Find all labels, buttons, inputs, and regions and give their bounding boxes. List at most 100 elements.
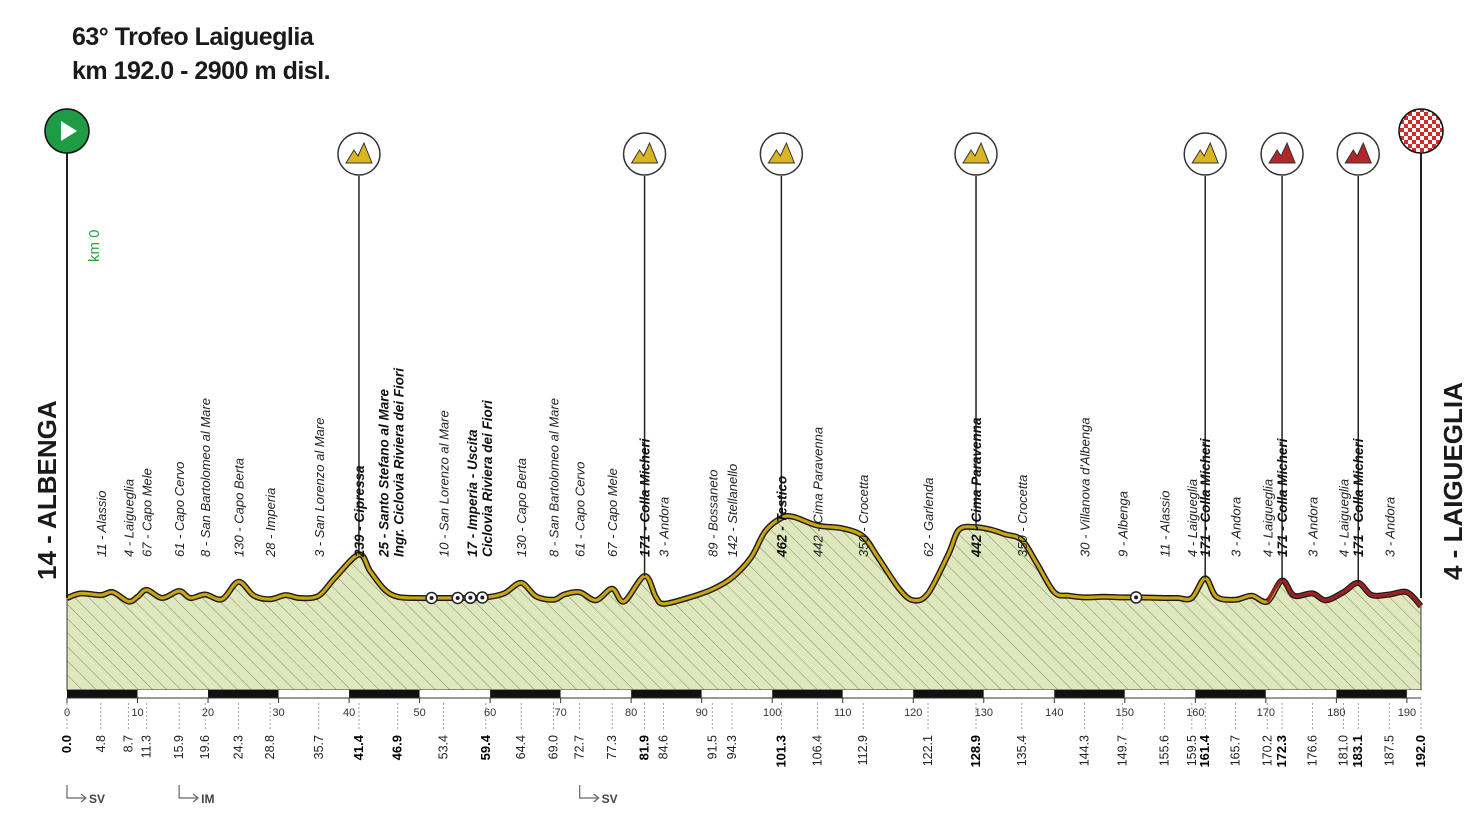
km-scale-segment xyxy=(419,690,491,698)
km-scale-segment xyxy=(701,690,773,698)
title-block: 63° Trofeo Laigueglia km 192.0 - 2900 m … xyxy=(72,20,331,88)
km-label: 181.0 xyxy=(1336,735,1350,766)
waypoint-name: 3 - Andora xyxy=(1229,497,1244,557)
waypoint-name: 25 - Santo Stefano al Mare xyxy=(377,388,392,558)
km-label: 19.6 xyxy=(198,735,212,759)
waypoint-name: 61 - Capo Cervo xyxy=(172,462,187,557)
km-tick-label: 170 xyxy=(1257,707,1275,719)
km0-label: km 0 xyxy=(86,229,103,262)
waypoint-name: 442 - Cima Paravenna xyxy=(969,417,984,558)
profile-line-final-circuit xyxy=(1265,579,1423,608)
mountain-icon xyxy=(345,141,373,164)
km-label: 69.0 xyxy=(547,735,561,759)
km-label: 77.3 xyxy=(605,735,619,759)
km-tick-label: 120 xyxy=(904,707,922,719)
km-label: 155.6 xyxy=(1157,735,1171,766)
km-label: 187.5 xyxy=(1382,735,1396,766)
waypoint-name: 130 - Capo Berta xyxy=(231,458,246,557)
waypoint-name: 8 - San Bartolomeo al Mare xyxy=(547,398,562,557)
waypoint-name: 11 - Alassio xyxy=(1157,491,1172,557)
waypoint-name-2: Ciclovia Riviera dei Fiori xyxy=(480,400,495,557)
km-scale-segment xyxy=(560,690,632,698)
km-tick-label: 90 xyxy=(696,707,708,719)
exit-arrow-head xyxy=(80,793,87,803)
km-label: 46.9 xyxy=(390,735,405,760)
km-scale-segment xyxy=(490,690,561,698)
km-tick-label: 50 xyxy=(413,707,425,719)
mountain-icon xyxy=(630,141,659,164)
exit-label: IM xyxy=(201,792,214,806)
km-label: 94.3 xyxy=(725,735,739,759)
km-tick-label: 70 xyxy=(555,707,567,719)
km-scale-segment xyxy=(842,690,914,698)
km-scale-segment xyxy=(208,690,279,698)
km-scale-segment xyxy=(349,690,420,698)
km-label: 176.6 xyxy=(1305,735,1319,766)
km-tick-label: 20 xyxy=(202,707,214,719)
km-scale-segment xyxy=(983,690,1055,698)
mountain-icon xyxy=(1268,141,1296,164)
km-label: 41.4 xyxy=(351,734,366,760)
km-scale-segment xyxy=(1124,690,1196,698)
km-tick-label: 140 xyxy=(1045,707,1063,719)
profile-line xyxy=(66,514,1423,608)
waypoint-name-2: Ingr. Ciclovia Riviera dei Fiori xyxy=(392,368,407,557)
waypoint-name: 61 - Capo Cervo xyxy=(573,462,588,557)
waypoint-name: 350 - Crocetta xyxy=(856,475,871,557)
km-label: 172.3 xyxy=(1274,735,1289,768)
km-tick-label: 180 xyxy=(1327,707,1345,719)
finish-city-label: 4 - LAIGUEGLIA xyxy=(1438,382,1468,580)
km-label: 192.0 xyxy=(1413,735,1428,768)
km-label: 106.4 xyxy=(810,735,824,766)
exit-label: SV xyxy=(602,792,618,806)
waypoint-name: 9 - Albenga xyxy=(1116,491,1131,557)
km-scale-segment xyxy=(137,690,209,698)
km-scale-segment xyxy=(67,690,138,698)
km-tick-label: 130 xyxy=(975,707,993,719)
waypoint-name: 130 - Capo Berta xyxy=(514,458,529,557)
km-scale-segment xyxy=(631,690,702,698)
mountain-icon xyxy=(1191,141,1219,164)
waypoint-name: 350 - Crocetta xyxy=(1015,475,1030,557)
waypoint-name: 171 - Colla Micheri xyxy=(1351,438,1366,557)
km-label: 165.7 xyxy=(1229,735,1243,766)
exit-label: SV xyxy=(89,792,105,806)
km-tick-label: 110 xyxy=(834,707,852,719)
waypoint-name: 442 - Cima Paravenna xyxy=(810,427,825,557)
km-label: 64.4 xyxy=(514,735,528,759)
km-label: 24.3 xyxy=(231,735,245,759)
waypoint-name: 171 - Colla Micheri xyxy=(1275,438,1290,557)
waypoint-name: 4 - Laigueglia xyxy=(121,479,136,557)
km-scale-segment xyxy=(1406,690,1421,698)
km-scale-segment xyxy=(772,690,843,698)
km-tick-label: 10 xyxy=(131,707,143,719)
roundabout-icon-center xyxy=(429,596,434,600)
finish-flag-icon xyxy=(1398,108,1444,154)
km-label: 81.9 xyxy=(637,735,652,760)
km-scale-segment xyxy=(1265,690,1337,698)
km-tick-label: 80 xyxy=(625,707,637,719)
waypoint-name: 3 - Andora xyxy=(657,497,672,557)
exit-arrow-icon xyxy=(579,785,598,799)
km-tick-label: 160 xyxy=(1186,707,1204,719)
km-tick-label: 60 xyxy=(484,707,496,719)
mountain-icon xyxy=(1344,141,1372,164)
km-label: 170.2 xyxy=(1260,735,1274,766)
km-tick-label: 150 xyxy=(1116,707,1134,719)
km-scale-segment xyxy=(1195,690,1266,698)
waypoint-name: 3 - Andora xyxy=(1382,497,1397,557)
waypoint-name: 30 - Villanova d'Albenga xyxy=(1078,417,1093,557)
exit-arrow-head xyxy=(593,793,600,803)
km-label: 112.9 xyxy=(856,735,870,765)
km-label: 15.9 xyxy=(172,735,186,759)
km-label: 8.7 xyxy=(121,735,135,752)
km-scale-segment xyxy=(1336,690,1407,698)
play-icon xyxy=(61,121,77,141)
waypoint-name: 11 - Alassio xyxy=(94,491,109,557)
race-subtitle: km 192.0 - 2900 m disl. xyxy=(72,57,331,85)
km-label: 59.4 xyxy=(478,734,493,760)
waypoint-name: 462 - Testico xyxy=(774,476,789,558)
waypoint-name: 171 - Colla Micheri xyxy=(638,438,653,557)
km-scale-segment xyxy=(913,690,984,698)
